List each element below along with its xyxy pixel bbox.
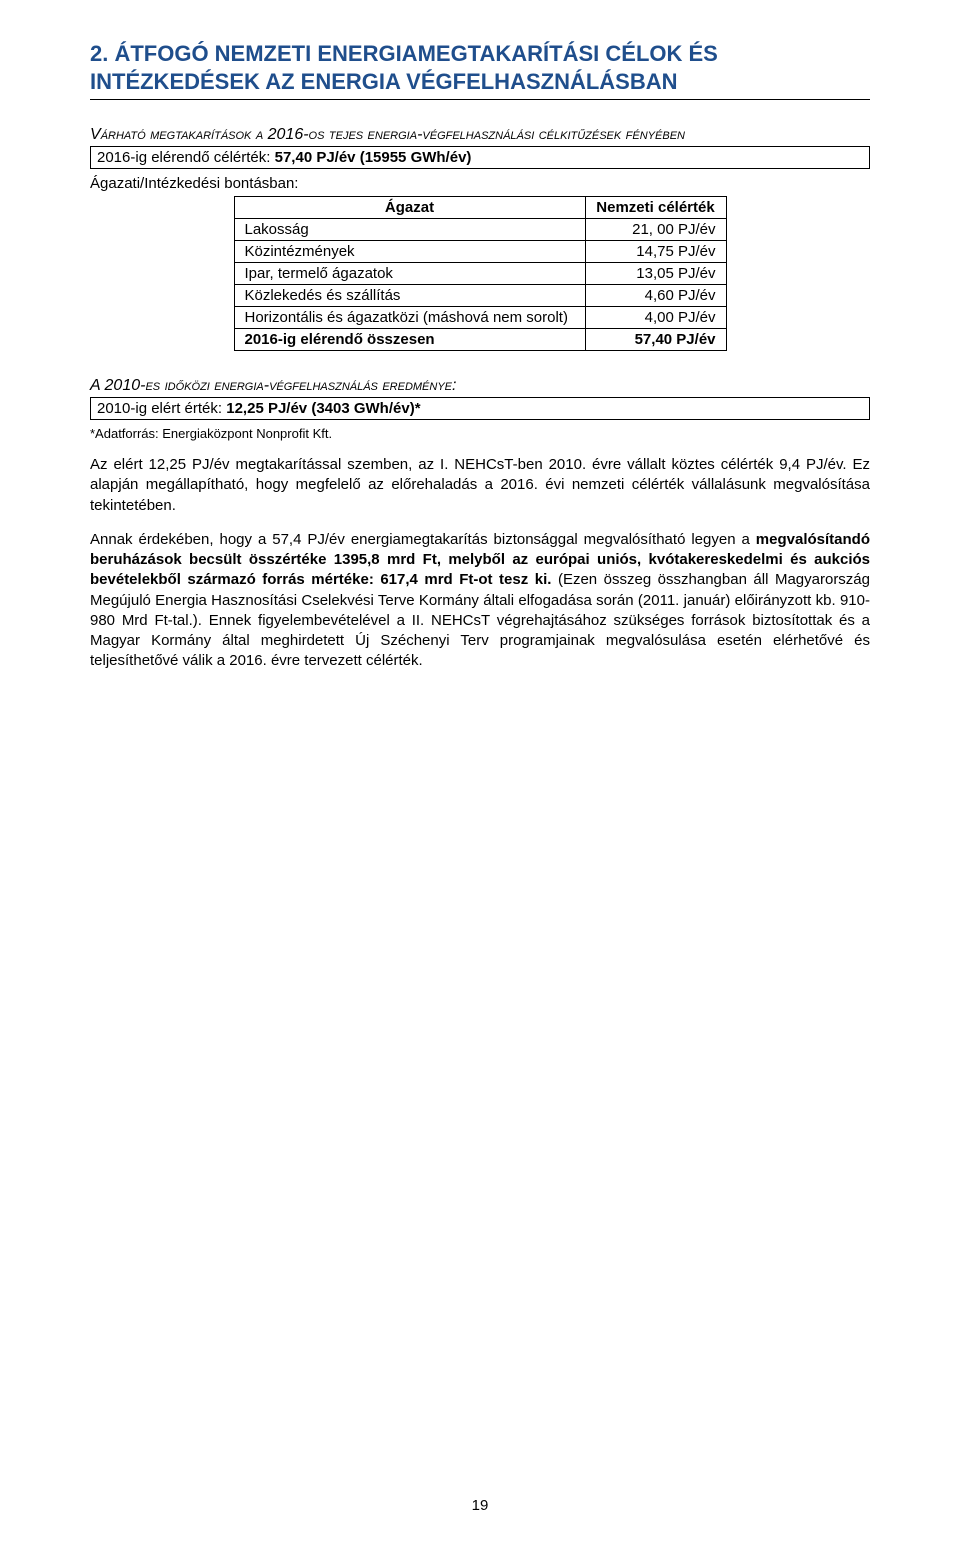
- para-progress: Az elért 12,25 PJ/év megtakarítással sze…: [90, 455, 870, 516]
- cell-value: 4,00 PJ/év: [585, 307, 726, 329]
- col-header-target: Nemzeti célérték: [585, 197, 726, 219]
- table-row: Ipar, termelő ágazatok 13,05 PJ/év: [234, 263, 726, 285]
- table-intro: Ágazati/Intézkedési bontásban:: [90, 175, 870, 192]
- section1-subtitle: Várható megtakarítások a 2016-os tejes e…: [90, 126, 870, 144]
- target-2016-prefix: 2016-ig elérendő célérték:: [97, 149, 275, 166]
- cell-value: 13,05 PJ/év: [585, 263, 726, 285]
- cell-total-value: 57,40 PJ/év: [585, 329, 726, 351]
- cell-sector: Ipar, termelő ágazatok: [234, 263, 585, 285]
- table-total-row: 2016-ig elérendő összesen 57,40 PJ/év: [234, 329, 726, 351]
- result-2010-box: 2010-ig elért érték: 12,25 PJ/év (3403 G…: [90, 397, 870, 420]
- result-2010-prefix: 2010-ig elért érték:: [97, 400, 226, 417]
- table-row: Horizontális és ágazatközi (máshová nem …: [234, 307, 726, 329]
- page-number: 19: [0, 1497, 960, 1514]
- result-2010-value: 12,25 PJ/év (3403 GWh/év)*: [226, 400, 420, 417]
- table-row: Közlekedés és szállítás 4,60 PJ/év: [234, 285, 726, 307]
- table-row: Lakosság 21, 00 PJ/év: [234, 219, 726, 241]
- cell-value: 21, 00 PJ/év: [585, 219, 726, 241]
- cell-sector: Horizontális és ágazatközi (máshová nem …: [234, 307, 585, 329]
- data-source-footnote: *Adatforrás: Energiaközpont Nonprofit Kf…: [90, 426, 870, 441]
- table-header-row: Ágazat Nemzeti célérték: [234, 197, 726, 219]
- para-investment-a: Annak érdekében, hogy a 57,4 PJ/év energ…: [90, 531, 756, 548]
- sector-target-table: Ágazat Nemzeti célérték Lakosság 21, 00 …: [234, 196, 727, 351]
- target-2016-value: 57,40 PJ/év (15955 GWh/év): [275, 149, 472, 166]
- target-2016-box: 2016-ig elérendő célérték: 57,40 PJ/év (…: [90, 146, 870, 169]
- table-row: Közintézmények 14,75 PJ/év: [234, 241, 726, 263]
- cell-sector: Közintézmények: [234, 241, 585, 263]
- section-heading: 2. ÁTFOGÓ NEMZETI ENERGIAMEGTAKARÍTÁSI C…: [90, 40, 870, 95]
- cell-total-label: 2016-ig elérendő összesen: [234, 329, 585, 351]
- cell-value: 14,75 PJ/év: [585, 241, 726, 263]
- cell-sector: Lakosság: [234, 219, 585, 241]
- col-header-sector: Ágazat: [234, 197, 585, 219]
- cell-value: 4,60 PJ/év: [585, 285, 726, 307]
- para-investment: Annak érdekében, hogy a 57,4 PJ/év energ…: [90, 530, 870, 672]
- cell-sector: Közlekedés és szállítás: [234, 285, 585, 307]
- section2-subtitle: A 2010-es időközi energia-végfelhasználá…: [90, 377, 870, 395]
